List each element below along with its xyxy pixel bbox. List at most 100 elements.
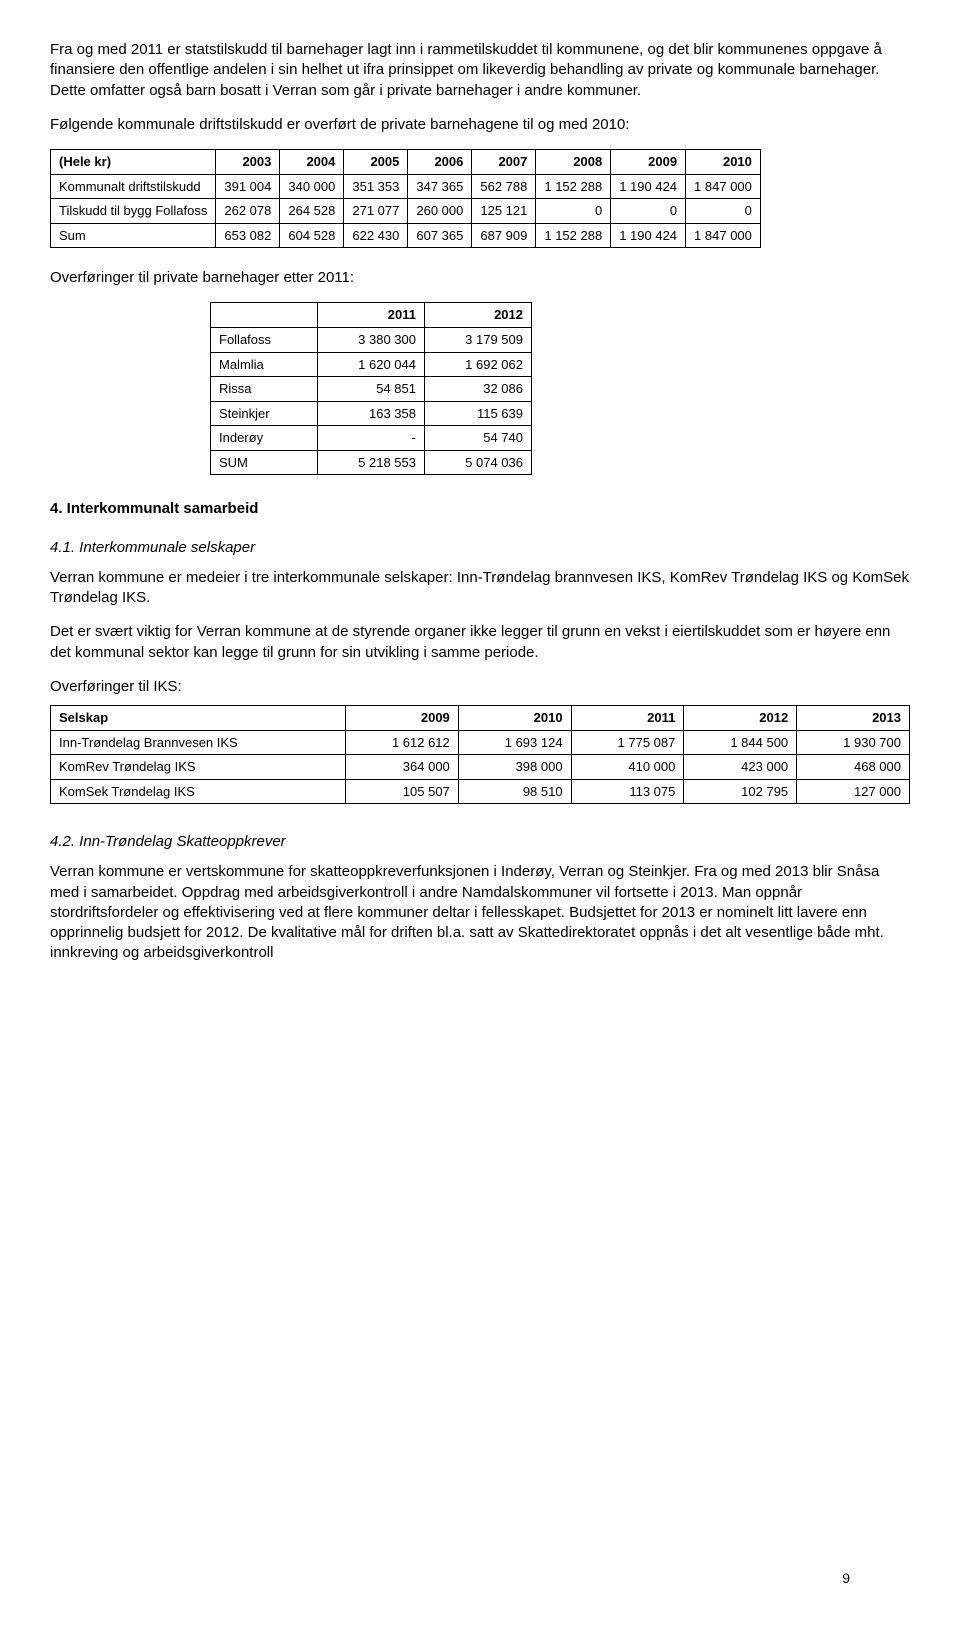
paragraph-medeier: Verran kommune er medeier i tre interkom… [50, 568, 910, 609]
td: 1 930 700 [797, 730, 910, 755]
td: 1 190 424 [611, 223, 686, 248]
td: 5 074 036 [425, 450, 532, 475]
paragraph-viktig: Det er svært viktig for Verran kommune a… [50, 622, 910, 663]
td: 423 000 [684, 755, 797, 780]
th: 2005 [344, 150, 408, 175]
td: 622 430 [344, 223, 408, 248]
paragraph-iks-label: Overføringer til IKS: [50, 677, 910, 697]
th: 2003 [216, 150, 280, 175]
td: 351 353 [344, 174, 408, 199]
table-driftstilskudd: (Hele kr) 2003 2004 2005 2006 2007 2008 … [50, 149, 761, 248]
td: 98 510 [458, 779, 571, 804]
td: 364 000 [345, 755, 458, 780]
th [211, 303, 318, 328]
td: SUM [211, 450, 318, 475]
th: 2012 [425, 303, 532, 328]
td: 113 075 [571, 779, 684, 804]
table-row: Steinkjer 163 358 115 639 [211, 401, 532, 426]
subheading-skatteoppkrever: 4.2. Inn-Trøndelag Skatteoppkrever [50, 832, 910, 852]
td: - [318, 426, 425, 451]
th: 2009 [611, 150, 686, 175]
td: 1 152 288 [536, 223, 611, 248]
th: 2009 [345, 706, 458, 731]
td: Inderøy [211, 426, 318, 451]
th: 2008 [536, 150, 611, 175]
th: 2007 [472, 150, 536, 175]
table-header-row: (Hele kr) 2003 2004 2005 2006 2007 2008 … [51, 150, 761, 175]
td: 391 004 [216, 174, 280, 199]
table-row: SUM 5 218 553 5 074 036 [211, 450, 532, 475]
table-row: Kommunalt driftstilskudd 391 004 340 000… [51, 174, 761, 199]
table-row: Rissa 54 851 32 086 [211, 377, 532, 402]
td: 0 [686, 199, 761, 224]
table-private-barnehager: 2011 2012 Follafoss 3 380 300 3 179 509 … [210, 302, 532, 475]
paragraph-overforinger: Overføringer til private barnehager ette… [50, 268, 910, 288]
td: 271 077 [344, 199, 408, 224]
table-row: KomSek Trøndelag IKS 105 507 98 510 113 … [51, 779, 910, 804]
table-row: Inn-Trøndelag Brannvesen IKS 1 612 612 1… [51, 730, 910, 755]
td: 607 365 [408, 223, 472, 248]
td: 163 358 [318, 401, 425, 426]
td: 604 528 [280, 223, 344, 248]
td: 1 612 612 [345, 730, 458, 755]
td: 127 000 [797, 779, 910, 804]
td: Malmlia [211, 352, 318, 377]
th: (Hele kr) [51, 150, 216, 175]
th: 2010 [686, 150, 761, 175]
td: 0 [536, 199, 611, 224]
page-number: 9 [842, 1569, 850, 1588]
td: 115 639 [425, 401, 532, 426]
table-iks: Selskap 2009 2010 2011 2012 2013 Inn-Trø… [50, 705, 910, 804]
table-row: Sum 653 082 604 528 622 430 607 365 687 … [51, 223, 761, 248]
td: 102 795 [684, 779, 797, 804]
td: Tilskudd til bygg Follafoss [51, 199, 216, 224]
td: 398 000 [458, 755, 571, 780]
table-header-row: 2011 2012 [211, 303, 532, 328]
td: 1 847 000 [686, 174, 761, 199]
table-row: Follafoss 3 380 300 3 179 509 [211, 327, 532, 352]
td: Rissa [211, 377, 318, 402]
paragraph-intro-1: Fra og med 2011 er statstilskudd til bar… [50, 40, 910, 101]
subheading-selskaper: 4.1. Interkommunale selskaper [50, 538, 910, 558]
td: 468 000 [797, 755, 910, 780]
td: Sum [51, 223, 216, 248]
td: 1 847 000 [686, 223, 761, 248]
td: 1 620 044 [318, 352, 425, 377]
th: 2006 [408, 150, 472, 175]
td: 410 000 [571, 755, 684, 780]
td: KomRev Trøndelag IKS [51, 755, 346, 780]
td: 687 909 [472, 223, 536, 248]
table-row: Tilskudd til bygg Follafoss 262 078 264 … [51, 199, 761, 224]
td: 1 152 288 [536, 174, 611, 199]
td: 54 851 [318, 377, 425, 402]
table-row: Malmlia 1 620 044 1 692 062 [211, 352, 532, 377]
th: 2004 [280, 150, 344, 175]
table-row: Inderøy - 54 740 [211, 426, 532, 451]
td: Inn-Trøndelag Brannvesen IKS [51, 730, 346, 755]
paragraph-intro-2: Følgende kommunale driftstilskudd er ove… [50, 115, 910, 135]
th: 2013 [797, 706, 910, 731]
td: 3 380 300 [318, 327, 425, 352]
td: 1 844 500 [684, 730, 797, 755]
td: 264 528 [280, 199, 344, 224]
td: Follafoss [211, 327, 318, 352]
td: 347 365 [408, 174, 472, 199]
td: 54 740 [425, 426, 532, 451]
heading-interkommunalt: 4. Interkommunalt samarbeid [50, 499, 910, 519]
td: 1 190 424 [611, 174, 686, 199]
td: 3 179 509 [425, 327, 532, 352]
table-row: KomRev Trøndelag IKS 364 000 398 000 410… [51, 755, 910, 780]
th: 2010 [458, 706, 571, 731]
th: 2011 [318, 303, 425, 328]
td: 260 000 [408, 199, 472, 224]
table-header-row: Selskap 2009 2010 2011 2012 2013 [51, 706, 910, 731]
td: 1 692 062 [425, 352, 532, 377]
th: 2012 [684, 706, 797, 731]
td: 105 507 [345, 779, 458, 804]
td: 262 078 [216, 199, 280, 224]
td: 125 121 [472, 199, 536, 224]
paragraph-vertskommune: Verran kommune er vertskommune for skatt… [50, 862, 910, 963]
td: 5 218 553 [318, 450, 425, 475]
td: 562 788 [472, 174, 536, 199]
td: Steinkjer [211, 401, 318, 426]
